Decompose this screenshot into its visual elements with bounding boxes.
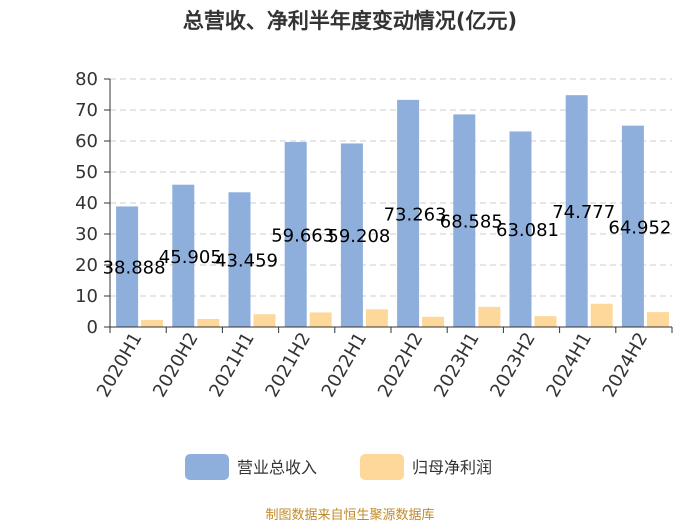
data-label-revenue: 73.263 — [384, 204, 447, 225]
data-label-revenue: 63.081 — [496, 220, 559, 241]
bar-net-profit — [141, 319, 164, 327]
bar-revenue — [509, 131, 532, 327]
x-tick-label: 2021H1 — [205, 329, 259, 401]
legend-swatch-revenue — [185, 454, 229, 480]
bar-revenue — [621, 125, 644, 327]
legend-label-net-profit: 归母净利润 — [412, 458, 492, 477]
bar-revenue — [228, 192, 251, 327]
bar-net-profit — [309, 312, 332, 327]
y-tick-label: 80 — [75, 69, 98, 90]
x-tick-label: 2024H1 — [542, 329, 596, 401]
x-tick-label: 2022H1 — [318, 329, 372, 401]
source-note: 制图数据来自恒生聚源数据库 — [265, 507, 434, 523]
y-tick-label: 30 — [75, 224, 98, 245]
data-label-revenue: 64.952 — [608, 217, 671, 238]
bar-revenue — [397, 99, 420, 327]
bar-net-profit — [422, 316, 445, 327]
legend-label-revenue: 营业总收入 — [237, 458, 317, 477]
bar-revenue — [340, 143, 363, 327]
x-tick-label: 2022H2 — [374, 329, 428, 401]
y-tick-label: 60 — [75, 131, 98, 152]
bar-net-profit — [253, 314, 276, 327]
chart-title: 总营收、净利半年度变动情况(亿元) — [183, 9, 517, 33]
grid — [110, 78, 672, 297]
y-tick-label: 0 — [87, 317, 98, 338]
bar-net-profit — [197, 318, 220, 327]
bar-net-profit — [534, 316, 557, 327]
bar-revenue — [284, 142, 307, 327]
bars — [116, 95, 669, 327]
x-tick-label: 2023H1 — [430, 329, 484, 401]
x-tick-label: 2021H2 — [261, 329, 315, 401]
bar-revenue — [565, 95, 588, 327]
bar-revenue — [116, 206, 139, 327]
y-axis: 0 10 20 30 40 50 60 70 80 — [75, 69, 111, 338]
data-label-revenue: 74.777 — [552, 202, 615, 223]
y-tick-label: 40 — [75, 193, 98, 214]
data-label-revenue: 59.663 — [271, 226, 334, 247]
bar-net-profit — [646, 312, 669, 327]
data-label-revenue: 68.585 — [440, 212, 503, 233]
bar-net-profit — [590, 303, 613, 327]
data-label-revenue: 45.905 — [159, 247, 222, 268]
legend: 营业总收入 归母净利润 — [185, 454, 492, 480]
legend-swatch-net-profit — [360, 454, 404, 480]
x-tick-label: 2020H2 — [149, 329, 203, 401]
y-tick-label: 70 — [75, 100, 98, 121]
data-label-revenue: 43.459 — [215, 251, 278, 272]
x-tick-label: 2024H2 — [599, 329, 653, 401]
y-tick-label: 50 — [75, 162, 98, 183]
bar-revenue — [172, 184, 195, 327]
y-tick-label: 10 — [75, 286, 98, 307]
data-label-revenue: 38.888 — [103, 258, 166, 279]
x-tick-label: 2023H2 — [486, 329, 540, 401]
bar-revenue — [453, 114, 476, 327]
x-tick-label: 2020H1 — [93, 329, 147, 401]
y-tick-label: 20 — [75, 255, 98, 276]
x-axis: 2020H1 2020H2 2021H1 2021H2 2022H1 2022H2 2023… — [93, 326, 673, 401]
bar-net-profit — [478, 306, 501, 327]
bar-net-profit — [365, 309, 388, 327]
data-label-revenue: 59.208 — [327, 226, 390, 247]
